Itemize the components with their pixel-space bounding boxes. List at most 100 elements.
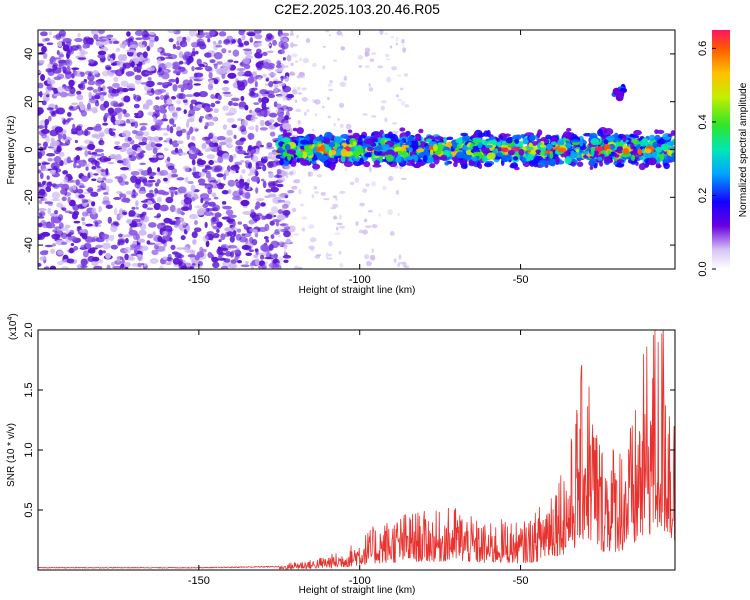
noise-blob: [263, 156, 268, 161]
noise-blob: [61, 196, 67, 202]
noise-blob: [168, 38, 174, 43]
noise-blob: [184, 176, 189, 183]
noise-blob: [255, 212, 263, 217]
noise-blob: [73, 246, 79, 251]
signal-blob: [327, 158, 337, 162]
faint-blob: [397, 263, 401, 267]
faint-blob: [339, 123, 344, 128]
noise-blob: [125, 237, 129, 244]
noise-blob: [78, 101, 84, 108]
spectrogram-heat-layer: [38, 30, 675, 269]
faint-blob: [292, 87, 297, 92]
snr-xlabel: Height of straight line (km): [299, 585, 416, 596]
noise-blob: [237, 38, 242, 45]
noise-blob: [240, 125, 246, 133]
noise-blob: [163, 132, 169, 136]
noise-blob: [244, 245, 252, 251]
noise-blob: [100, 152, 105, 157]
faint-blob: [336, 30, 342, 36]
noise-blob: [62, 133, 67, 140]
noise-blob: [81, 232, 88, 240]
signal-blob: [314, 136, 325, 142]
signal-blob: [299, 145, 306, 150]
noise-blob: [94, 148, 104, 153]
noise-blob: [101, 70, 111, 77]
faint-blob: [336, 222, 343, 226]
signal-blob: [486, 152, 496, 160]
faint-blob: [325, 30, 330, 33]
noise-blob: [186, 118, 195, 123]
noise-blob: [206, 154, 215, 160]
noise-blob: [131, 129, 138, 135]
noise-blob: [38, 82, 44, 89]
signal-blob: [637, 148, 643, 156]
signal-blob: [656, 156, 661, 164]
noise-blob: [114, 141, 121, 146]
noise-blob: [155, 96, 160, 100]
signal-blob: [481, 146, 490, 154]
faint-blob: [307, 171, 311, 177]
spectrogram-y-ticks: -40 -20 0 20 40: [23, 48, 675, 253]
noise-blob: [274, 122, 279, 128]
signal-blob: [444, 161, 450, 166]
noise-blob: [267, 43, 272, 47]
signal-blob: [418, 128, 424, 134]
noise-blob: [255, 258, 260, 266]
noise-blob: [226, 231, 234, 237]
noise-blob: [188, 152, 198, 160]
noise-blob: [198, 91, 208, 98]
noise-blob: [142, 131, 150, 137]
noise-blob: [85, 223, 94, 227]
noise-blob: [238, 107, 245, 110]
noise-blob: [69, 247, 74, 254]
noise-blob: [221, 189, 229, 195]
noise-blob: [152, 147, 158, 155]
noise-blob: [136, 63, 142, 71]
noise-blob: [178, 262, 187, 269]
faint-blob: [306, 109, 310, 113]
noise-blob: [167, 165, 175, 171]
signal-blob: [425, 138, 432, 143]
noise-blob: [81, 200, 86, 204]
noise-blob: [186, 191, 197, 199]
noise-blob: [108, 73, 114, 77]
noise-blob: [282, 254, 292, 259]
faint-blob: [385, 58, 391, 61]
noise-blob: [244, 50, 248, 56]
noise-blob: [134, 181, 141, 189]
noise-blob: [166, 156, 171, 162]
signal-blob: [657, 138, 666, 145]
noise-blob: [268, 182, 276, 189]
noise-blob: [218, 239, 222, 243]
faint-blob: [327, 96, 330, 101]
faint-blob: [367, 210, 374, 213]
noise-blob: [112, 40, 120, 44]
noise-blob: [205, 240, 210, 248]
noise-blob: [196, 41, 206, 47]
faint-blob: [301, 227, 306, 232]
noise-blob: [77, 57, 87, 60]
noise-blob: [130, 60, 135, 68]
signal-blob: [440, 154, 448, 161]
noise-blob: [148, 41, 154, 48]
noise-blob: [192, 147, 200, 154]
noise-blob: [264, 91, 270, 95]
faint-blob: [364, 65, 370, 69]
noise-blob: [158, 136, 163, 141]
signal-blob: [655, 146, 663, 153]
noise-blob: [38, 107, 44, 115]
noise-blob: [64, 224, 71, 229]
snr-y-tick-label: 1.5: [23, 382, 35, 397]
noise-blob: [88, 99, 97, 104]
noise-blob: [130, 170, 140, 176]
noise-blob: [178, 223, 184, 230]
faint-blob: [397, 98, 402, 102]
faint-blob: [291, 89, 298, 95]
noise-blob: [230, 97, 240, 102]
snr-y-ticks: 0.5 1.0 1.5 2.0: [23, 322, 675, 518]
snr-x-tick-label: -50: [513, 575, 529, 587]
faint-blob: [289, 72, 296, 76]
noise-blob: [52, 236, 59, 240]
signal-blob: [411, 140, 418, 147]
signal-blob: [309, 133, 317, 142]
